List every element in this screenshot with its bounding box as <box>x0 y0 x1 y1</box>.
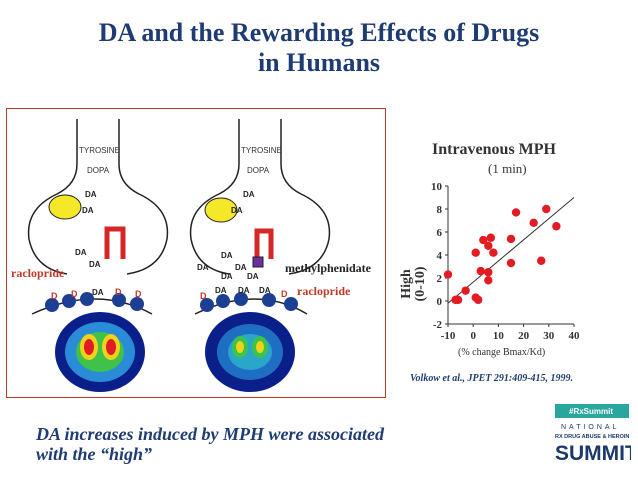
left-terminal-outline-left <box>27 119 78 275</box>
data-point <box>537 256 546 265</box>
data-point <box>453 295 463 305</box>
da-label: DA <box>197 263 209 272</box>
left-receptors <box>45 292 144 312</box>
data-point <box>443 270 453 279</box>
data-point <box>471 248 480 257</box>
title-line-2: in Humans <box>257 48 381 77</box>
chart-subtitle: (1 min) <box>488 161 527 176</box>
data-point <box>489 248 498 257</box>
logo-summit-text: SUMMIT <box>555 442 631 465</box>
dopa-label-left: DOPA <box>87 166 110 175</box>
da-label: DA <box>85 190 97 199</box>
right-terminal-outline-right <box>280 119 331 275</box>
da-label: DA <box>89 260 101 269</box>
title-line-1: DA and the Rewarding Effects of Drugs <box>98 18 540 47</box>
data-point <box>474 295 483 305</box>
y-tick-label: 0 <box>437 296 443 308</box>
data-point <box>484 241 493 250</box>
da-label: DA <box>215 286 227 295</box>
pet-scan-left <box>55 312 145 392</box>
methylphenidate-block <box>252 256 264 268</box>
chart-title: Intravenous MPH <box>432 141 556 158</box>
logo-subtitle-text: RX DRUG ABUSE & HEROIN <box>555 434 629 440</box>
right-da-transporter <box>254 228 274 259</box>
y-tick-label: 2 <box>437 273 443 285</box>
y-tick-label: 4 <box>437 250 443 262</box>
raclopride-label-left: raclopride <box>11 266 65 280</box>
d2-receptor-label: D <box>51 291 58 301</box>
hashtag-banner <box>555 404 629 418</box>
right-vesicle <box>204 197 238 223</box>
d2-receptor-label: D <box>71 289 78 299</box>
left-da-transporter <box>104 226 126 259</box>
y-tick-label: 10 <box>431 181 443 193</box>
pet-scan-right <box>205 312 295 392</box>
methylphenidate-label: methylphenidate <box>285 261 372 275</box>
d2-receptor-label: D <box>115 287 122 297</box>
x-tick-label: 10 <box>493 330 505 342</box>
slide-caption: DA increases induced by MPH were associa… <box>36 424 466 464</box>
d2-receptor-label: D <box>200 291 207 301</box>
data-point <box>552 222 561 231</box>
da-label: DA <box>235 263 247 272</box>
rx-summit-logo: #RxSummit NATIONAL RX DRUG ABUSE & HEROI… <box>527 402 631 472</box>
caption-line-2: with the “high” <box>36 444 153 464</box>
da-label: DA <box>247 272 259 281</box>
left-vesicle <box>48 194 82 220</box>
da-label: DA <box>221 272 233 281</box>
da-label: DA <box>221 251 233 260</box>
da-label: DA <box>82 206 94 215</box>
chart-x-axis-label: (% change Bmax/Kd) <box>458 347 546 358</box>
da-label: DA <box>92 288 104 297</box>
data-point <box>486 233 496 242</box>
hashtag-text: #RxSummit <box>569 407 613 416</box>
data-point <box>476 266 485 276</box>
d2-receptor-label: D <box>135 289 142 299</box>
data-point <box>542 204 551 214</box>
trend-line <box>447 197 575 304</box>
citation: Volkow et al., JPET 291:409-415, 1999. <box>410 373 574 384</box>
da-label: DA <box>238 286 250 295</box>
d2-receptor-label: D <box>281 289 288 299</box>
right-receptors <box>200 292 298 312</box>
x-tick-label: -10 <box>441 330 456 342</box>
y-tick-label: 8 <box>437 204 443 216</box>
x-tick-label: 20 <box>518 330 530 342</box>
tyrosine-label-left: TYROSINE <box>79 146 120 155</box>
x-tick-label: 30 <box>543 330 555 342</box>
da-label: DA <box>243 190 255 199</box>
synapse-diagram: TYROSINE DOPA TYROSINE DOPA DA DA DA DA … <box>11 119 372 392</box>
data-point <box>479 235 488 245</box>
data-point <box>511 208 521 217</box>
slide-title: DA and the Rewarding Effects of Drugs in… <box>0 18 638 78</box>
data-point <box>461 286 470 295</box>
y-tick-label: -2 <box>433 319 443 331</box>
data-point <box>506 258 516 268</box>
left-terminal-outline-right <box>118 119 169 275</box>
x-tick-label: 0 <box>470 330 476 342</box>
scatter-chart: -2 0 2 4 6 8 10 -10 0 10 20 30 40 <box>431 181 581 342</box>
data-point <box>484 276 493 285</box>
da-label: DA <box>259 286 271 295</box>
data-point <box>484 268 493 277</box>
right-terminal-outline-left <box>189 119 240 275</box>
y-label-line-1: High <box>399 269 414 299</box>
synapse-diagram-panel: TYROSINE DOPA TYROSINE DOPA DA DA DA DA … <box>6 108 386 398</box>
x-tick-label: 40 <box>569 330 581 342</box>
data-point <box>529 218 538 227</box>
y-tick-label: 6 <box>437 227 443 239</box>
da-label: DA <box>231 206 243 215</box>
raclopride-label-right: raclopride <box>297 284 351 298</box>
tyrosine-label-right: TYROSINE <box>241 146 282 155</box>
da-label: DA <box>75 248 87 257</box>
caption-line-1: DA increases induced by MPH were associa… <box>36 424 384 444</box>
dopa-label-right: DOPA <box>247 166 270 175</box>
data-point <box>506 234 516 244</box>
logo-national-text: NATIONAL <box>561 424 620 431</box>
